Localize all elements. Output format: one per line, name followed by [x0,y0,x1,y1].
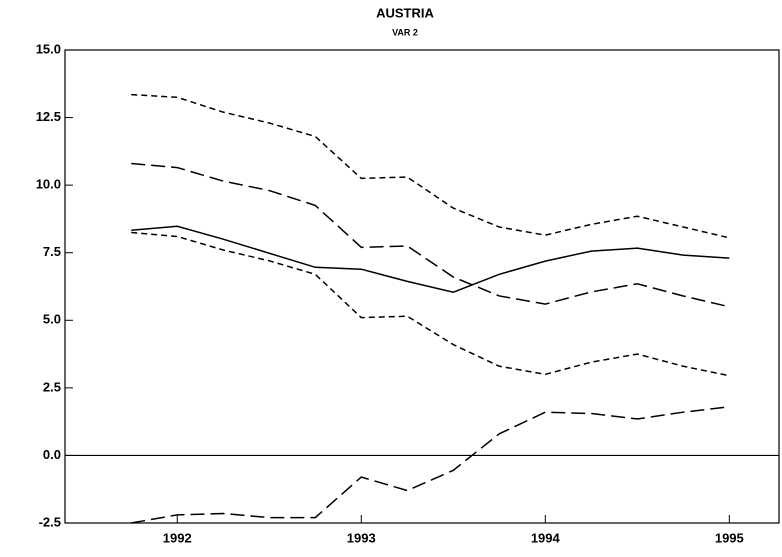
y-tick-label: 12.5 [36,109,61,124]
series-line [131,93,730,239]
series-line [131,406,730,524]
y-tick-label: 10.0 [36,177,61,192]
y-tick-label: 0.0 [43,447,61,462]
y-tick-label: 15.0 [36,41,61,56]
x-tick-label: 1995 [715,530,744,545]
x-tick-label: 1994 [531,530,561,545]
x-tick-label: 1992 [163,530,192,545]
y-tick-label: 7.5 [43,244,61,259]
y-tick-label: 2.5 [43,379,61,394]
series-line [131,162,730,308]
plot-frame [64,49,780,524]
series-line [131,231,730,377]
y-tick-label: 5.0 [43,312,61,327]
y-tick-label: -2.5 [39,514,61,529]
x-tick-label: 1993 [347,530,376,545]
chart-subtitle: VAR 2 [392,27,418,37]
chart-title: AUSTRIA [376,5,434,20]
series-line [131,225,730,293]
